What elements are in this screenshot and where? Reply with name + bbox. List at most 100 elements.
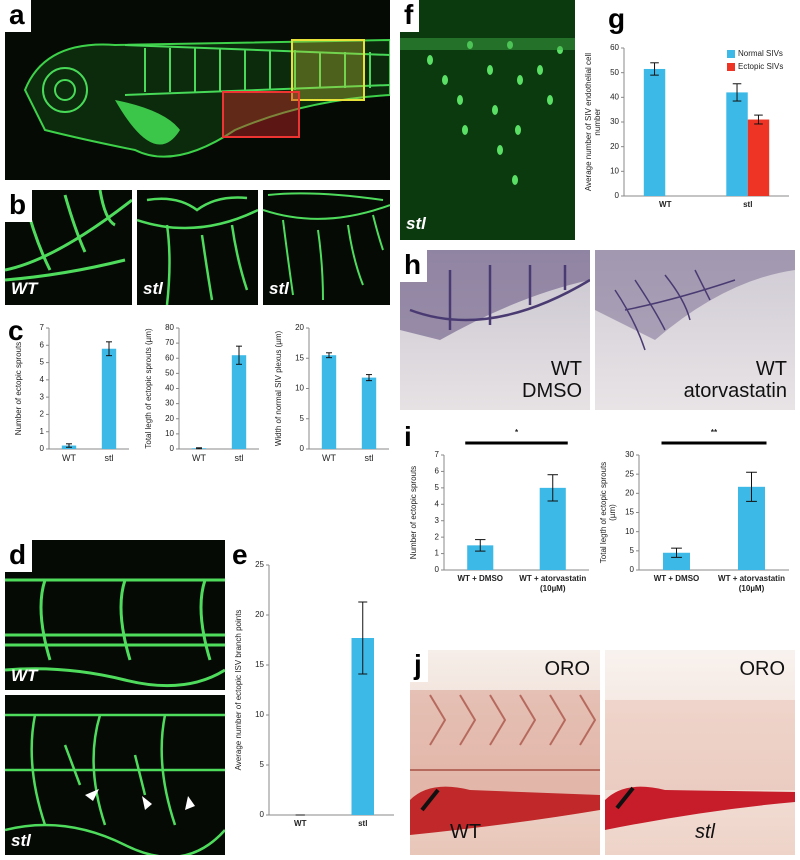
- image-label: WT: [450, 821, 482, 843]
- y-tick-label: 10: [610, 166, 619, 175]
- y-tick-label: 20: [165, 414, 174, 423]
- x-tick-label-box: WT + DMSO: [653, 574, 700, 583]
- x-tick-label-box: WT + atorvastatin (10µM): [519, 574, 587, 593]
- panel-letter: d: [5, 540, 33, 572]
- y-tick-label: 4: [40, 375, 45, 384]
- legend-label: Normal SIVs: [738, 49, 783, 58]
- y-tick-label: 10: [165, 429, 174, 438]
- image-a: a: [5, 0, 390, 180]
- x-tick-label: stl: [364, 453, 374, 463]
- y-tick-label: 20: [625, 488, 634, 497]
- panel-letter: f: [400, 0, 420, 32]
- fish-drawing: [23, 38, 390, 158]
- image-label: stl: [695, 821, 715, 843]
- image-d2: stl: [5, 695, 225, 855]
- error-bar: [671, 547, 682, 558]
- x-tick-label-box: WT: [62, 453, 76, 463]
- y-axis-label: Total legth of ectopic sprouts (µm): [143, 328, 153, 449]
- bar: [539, 487, 566, 570]
- stained-vessels: [400, 250, 590, 340]
- x-tick-label-box: stl: [364, 453, 374, 463]
- error-bar: [106, 341, 112, 357]
- image-label: ORO: [739, 658, 785, 680]
- bar-chart: Number of ectopic sprouts 0 1 2 3 4 5 6 7 WT stl: [13, 323, 129, 463]
- image-f: f stl: [400, 0, 575, 240]
- image-b3: stl: [263, 190, 390, 305]
- bar-chart: Number of ectopic sprouts 0 1 2 3 4 5 6 7 WT + DM…: [408, 428, 589, 593]
- panel-letter: h: [400, 250, 428, 282]
- legend-swatch: [727, 50, 735, 58]
- y-tick-label: 30: [165, 399, 174, 408]
- bar: [321, 355, 337, 449]
- cells: [400, 38, 575, 185]
- y-tick-label: 3: [435, 516, 440, 525]
- image-j1: j ORO WT: [410, 650, 600, 855]
- stained-vessels: [595, 250, 795, 351]
- y-axis-label: Number of ectopic sprouts: [408, 465, 418, 560]
- y-tick-label: 60: [165, 353, 174, 362]
- y-tick-label: 7: [40, 323, 45, 332]
- bar: [361, 377, 377, 449]
- image-j2: ORO stl: [605, 650, 795, 855]
- y-tick-label: 1: [40, 427, 45, 436]
- image-d1: d WT: [5, 540, 225, 690]
- x-tick-label: WT + DMSO: [653, 574, 700, 583]
- vessels: [263, 192, 390, 301]
- error-bar: [547, 474, 558, 502]
- y-tick-label: 0: [170, 444, 175, 453]
- y-tick-label: 3: [40, 392, 45, 401]
- label-line: DMSO: [522, 380, 582, 402]
- error-bar: [66, 443, 72, 448]
- x-tick-label: WT + atorvastatin (10µM): [519, 574, 587, 593]
- y-axis-label-box: Width of normal SIV plexus (µm): [273, 330, 283, 447]
- y-tick-label: 40: [165, 384, 174, 393]
- y-tick-label: 20: [610, 142, 619, 151]
- label-line: WT: [755, 358, 787, 380]
- y-tick-label: 0: [300, 444, 305, 453]
- image-label: stl: [406, 214, 426, 233]
- error-bar: [366, 374, 372, 382]
- panel-letter: a: [5, 0, 31, 32]
- y-tick-label: 30: [625, 450, 634, 459]
- image-h2: WT atorvastatin: [595, 250, 795, 410]
- vessels: [5, 190, 132, 282]
- image-label: WT: [11, 666, 38, 685]
- y-tick-label: 6: [40, 340, 45, 349]
- bar: [351, 638, 374, 815]
- error-bar: [358, 601, 368, 675]
- y-tick-label: 40: [610, 92, 619, 101]
- x-tick-label: WT: [192, 453, 206, 463]
- bar-chart: Total legth of ectopic sprouts (µm) 0 5 10 1…: [599, 428, 789, 593]
- y-tick-label: 0: [630, 565, 635, 574]
- y-tick-label: 2: [40, 410, 45, 419]
- label-line: WT: [550, 358, 582, 380]
- y-tick-label: 5: [630, 546, 635, 555]
- y-tick-label: 0: [435, 565, 440, 574]
- y-tick-label: 50: [165, 368, 174, 377]
- y-axis-label-box: Total legth of ectopic sprouts (µm): [143, 328, 153, 449]
- y-tick-label: 50: [610, 68, 619, 77]
- panel-letter: c: [8, 315, 24, 346]
- error-bar: [475, 539, 486, 552]
- image-label: stl: [269, 279, 289, 298]
- y-tick-label: 2: [435, 532, 440, 541]
- vessels: [5, 713, 225, 855]
- y-axis-label: Average number of ectopic ISV branch poi…: [233, 609, 243, 771]
- x-tick-label-box: stl: [358, 819, 367, 828]
- vessels: [137, 196, 258, 305]
- error-bar: [754, 114, 763, 125]
- y-axis-label-box: Number of ectopic sprouts: [13, 341, 23, 436]
- error-bar: [746, 471, 757, 502]
- x-tick-label: WT: [294, 819, 307, 828]
- y-axis-label: Width of normal SIV plexus (µm): [273, 330, 283, 447]
- y-axis-label: Number of ectopic sprouts: [13, 341, 23, 436]
- image-label: ORO: [544, 658, 590, 680]
- x-tick-label-box: WT: [294, 819, 307, 828]
- image-label: WT DMSO: [522, 358, 582, 402]
- y-axis-label-box: Total legth of ectopic sprouts (µm): [599, 462, 617, 563]
- error-bar: [732, 83, 742, 102]
- x-tick-label: stl: [234, 453, 244, 463]
- x-tick-label: WT: [62, 453, 76, 463]
- y-tick-label: 5: [260, 760, 265, 769]
- x-tick-label: WT: [659, 200, 672, 209]
